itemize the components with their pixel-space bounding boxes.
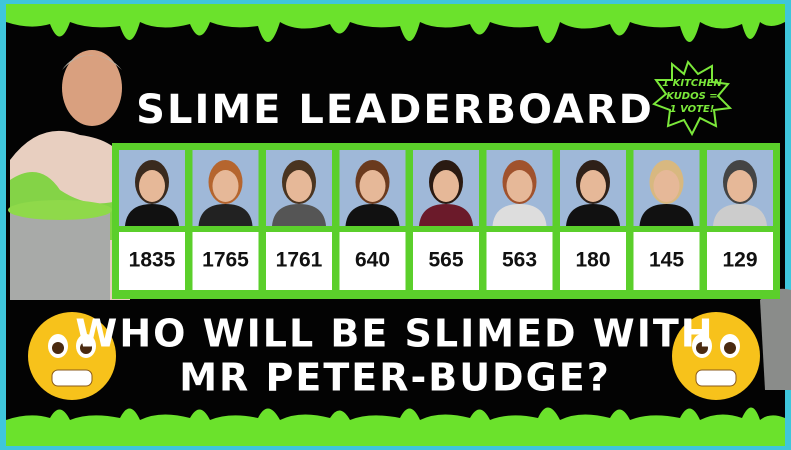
photo-face xyxy=(727,170,753,202)
badge-line: 1 KITCHEN xyxy=(662,78,722,89)
photo-face xyxy=(360,170,386,202)
photo-face xyxy=(286,170,312,202)
photo-face xyxy=(139,170,165,202)
photo-face xyxy=(213,170,239,202)
score: 640 xyxy=(355,249,390,272)
photo-face xyxy=(580,170,606,202)
score: 1761 xyxy=(276,249,323,272)
score: 565 xyxy=(428,249,463,272)
question-line: WHO WILL BE SLIMED WITH xyxy=(75,312,714,356)
photo-face xyxy=(433,170,459,202)
score: 145 xyxy=(649,249,684,272)
cards: 1835 1765 1761 640 565 563 180 145 129 xyxy=(119,150,773,290)
score: 1835 xyxy=(129,249,176,272)
photo-face xyxy=(507,170,533,202)
score: 563 xyxy=(502,249,537,272)
badge-line: 1 VOTE! xyxy=(670,104,715,115)
badge-line: KUDOS = xyxy=(666,91,717,102)
score: 1765 xyxy=(202,249,249,272)
title: SLIME LEADERBOARD xyxy=(136,87,654,133)
score: 129 xyxy=(722,249,757,272)
poster: SLIME LEADERBOARD 1 KITCHEN KUDOS = 1 VO… xyxy=(0,0,791,450)
photo-face xyxy=(654,170,680,202)
score: 180 xyxy=(575,249,610,272)
bucket-right xyxy=(760,289,791,390)
question-line: MR PETER-BUDGE? xyxy=(179,356,611,400)
